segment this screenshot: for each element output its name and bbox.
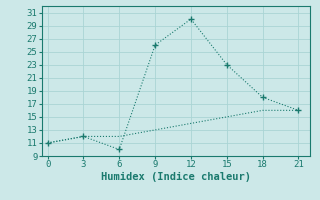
X-axis label: Humidex (Indice chaleur): Humidex (Indice chaleur) [101,172,251,182]
